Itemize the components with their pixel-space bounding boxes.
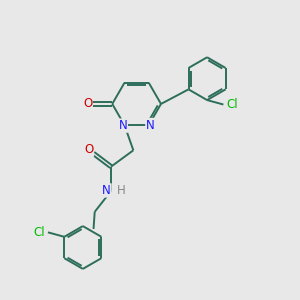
Text: H: H xyxy=(117,184,126,197)
Text: Cl: Cl xyxy=(34,226,45,239)
Text: N: N xyxy=(118,119,127,132)
Text: N: N xyxy=(146,118,155,131)
Text: N: N xyxy=(102,184,111,197)
Text: Cl: Cl xyxy=(226,98,238,111)
Text: O: O xyxy=(83,98,92,110)
Text: O: O xyxy=(84,143,93,156)
